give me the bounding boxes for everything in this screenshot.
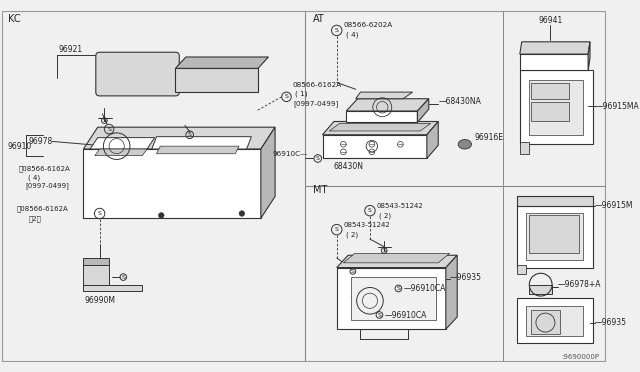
Text: —96910CA: —96910CA xyxy=(403,284,445,293)
FancyBboxPatch shape xyxy=(96,52,179,96)
Polygon shape xyxy=(517,196,593,206)
Polygon shape xyxy=(83,285,142,291)
Polygon shape xyxy=(83,127,275,149)
Polygon shape xyxy=(531,310,559,334)
Text: S: S xyxy=(368,208,372,213)
Text: 96916E: 96916E xyxy=(474,133,503,142)
Text: 08566-6202A: 08566-6202A xyxy=(344,22,392,28)
Polygon shape xyxy=(588,42,590,70)
Polygon shape xyxy=(337,255,457,267)
Polygon shape xyxy=(83,149,261,218)
Text: KC: KC xyxy=(8,14,20,24)
Polygon shape xyxy=(83,258,109,265)
Polygon shape xyxy=(517,298,593,343)
Text: S: S xyxy=(316,156,320,161)
Text: —96910CA: —96910CA xyxy=(384,311,426,320)
Polygon shape xyxy=(323,122,438,135)
Polygon shape xyxy=(529,80,584,135)
Polygon shape xyxy=(520,70,593,144)
Text: S: S xyxy=(285,94,289,99)
Text: ( 2): ( 2) xyxy=(346,231,358,238)
Text: Ⓝ08566-6162A: Ⓝ08566-6162A xyxy=(19,166,71,172)
Polygon shape xyxy=(175,57,268,68)
Text: （2）: （2） xyxy=(28,215,42,222)
Polygon shape xyxy=(157,146,239,154)
Text: AT: AT xyxy=(313,14,324,24)
Polygon shape xyxy=(344,253,450,263)
Text: 96990M: 96990M xyxy=(84,296,115,305)
Text: S: S xyxy=(188,132,191,137)
Polygon shape xyxy=(529,285,552,294)
Text: —96978+A: —96978+A xyxy=(558,280,601,289)
Polygon shape xyxy=(527,305,584,336)
Polygon shape xyxy=(337,267,446,329)
Polygon shape xyxy=(520,42,590,54)
Text: 68430N: 68430N xyxy=(334,161,364,171)
Polygon shape xyxy=(517,206,593,267)
Polygon shape xyxy=(527,212,584,260)
Circle shape xyxy=(159,212,164,218)
Text: ( 4): ( 4) xyxy=(346,32,359,38)
Polygon shape xyxy=(351,277,436,320)
Text: :9690000P: :9690000P xyxy=(561,354,600,360)
Text: S: S xyxy=(98,211,102,216)
Polygon shape xyxy=(520,54,588,70)
Text: S: S xyxy=(335,227,339,232)
Ellipse shape xyxy=(458,140,472,149)
Polygon shape xyxy=(529,215,579,253)
Polygon shape xyxy=(152,137,252,149)
Polygon shape xyxy=(446,255,457,329)
Polygon shape xyxy=(261,127,275,218)
Text: —68430NA: —68430NA xyxy=(438,97,481,106)
Polygon shape xyxy=(520,142,529,154)
Polygon shape xyxy=(83,265,109,285)
Text: —96935: —96935 xyxy=(595,318,627,327)
Circle shape xyxy=(239,211,244,217)
Text: 96910: 96910 xyxy=(8,142,32,151)
Text: 08543-51242: 08543-51242 xyxy=(376,203,423,209)
Text: 96978: 96978 xyxy=(28,137,52,146)
Text: —96935: —96935 xyxy=(450,273,482,282)
Text: —96915MA: —96915MA xyxy=(596,102,639,111)
Text: —96915M: —96915M xyxy=(595,201,633,211)
Text: S: S xyxy=(382,248,386,253)
Text: 08566-6162A: 08566-6162A xyxy=(292,81,341,87)
Text: MT: MT xyxy=(313,185,328,195)
Text: 96941: 96941 xyxy=(539,16,563,25)
Polygon shape xyxy=(517,265,527,274)
Text: [0997-0499]: [0997-0499] xyxy=(26,183,70,189)
Polygon shape xyxy=(329,124,431,131)
Text: 96910C—: 96910C— xyxy=(273,151,308,157)
Polygon shape xyxy=(417,99,429,122)
Text: S: S xyxy=(396,286,401,291)
Polygon shape xyxy=(427,122,438,158)
Text: S: S xyxy=(102,118,106,123)
Text: S: S xyxy=(378,312,381,318)
Text: 96921: 96921 xyxy=(59,45,83,54)
Text: S: S xyxy=(107,126,111,132)
Polygon shape xyxy=(90,138,155,149)
Text: Ⓝ08566-6162A: Ⓝ08566-6162A xyxy=(17,205,69,212)
Polygon shape xyxy=(323,135,427,158)
Text: ( 2): ( 2) xyxy=(380,212,392,219)
Polygon shape xyxy=(531,83,569,99)
Text: [0997-0499]: [0997-0499] xyxy=(293,100,339,107)
Text: S: S xyxy=(351,269,355,274)
Polygon shape xyxy=(346,99,429,111)
Polygon shape xyxy=(95,149,147,155)
Text: ( 1): ( 1) xyxy=(295,91,307,97)
Polygon shape xyxy=(175,68,258,92)
Polygon shape xyxy=(346,111,417,122)
Text: ( 4): ( 4) xyxy=(28,174,40,181)
Polygon shape xyxy=(356,92,413,99)
Text: S: S xyxy=(122,275,125,280)
Polygon shape xyxy=(531,102,569,121)
Text: S: S xyxy=(335,28,339,33)
Text: 08543-51242: 08543-51242 xyxy=(344,222,390,228)
